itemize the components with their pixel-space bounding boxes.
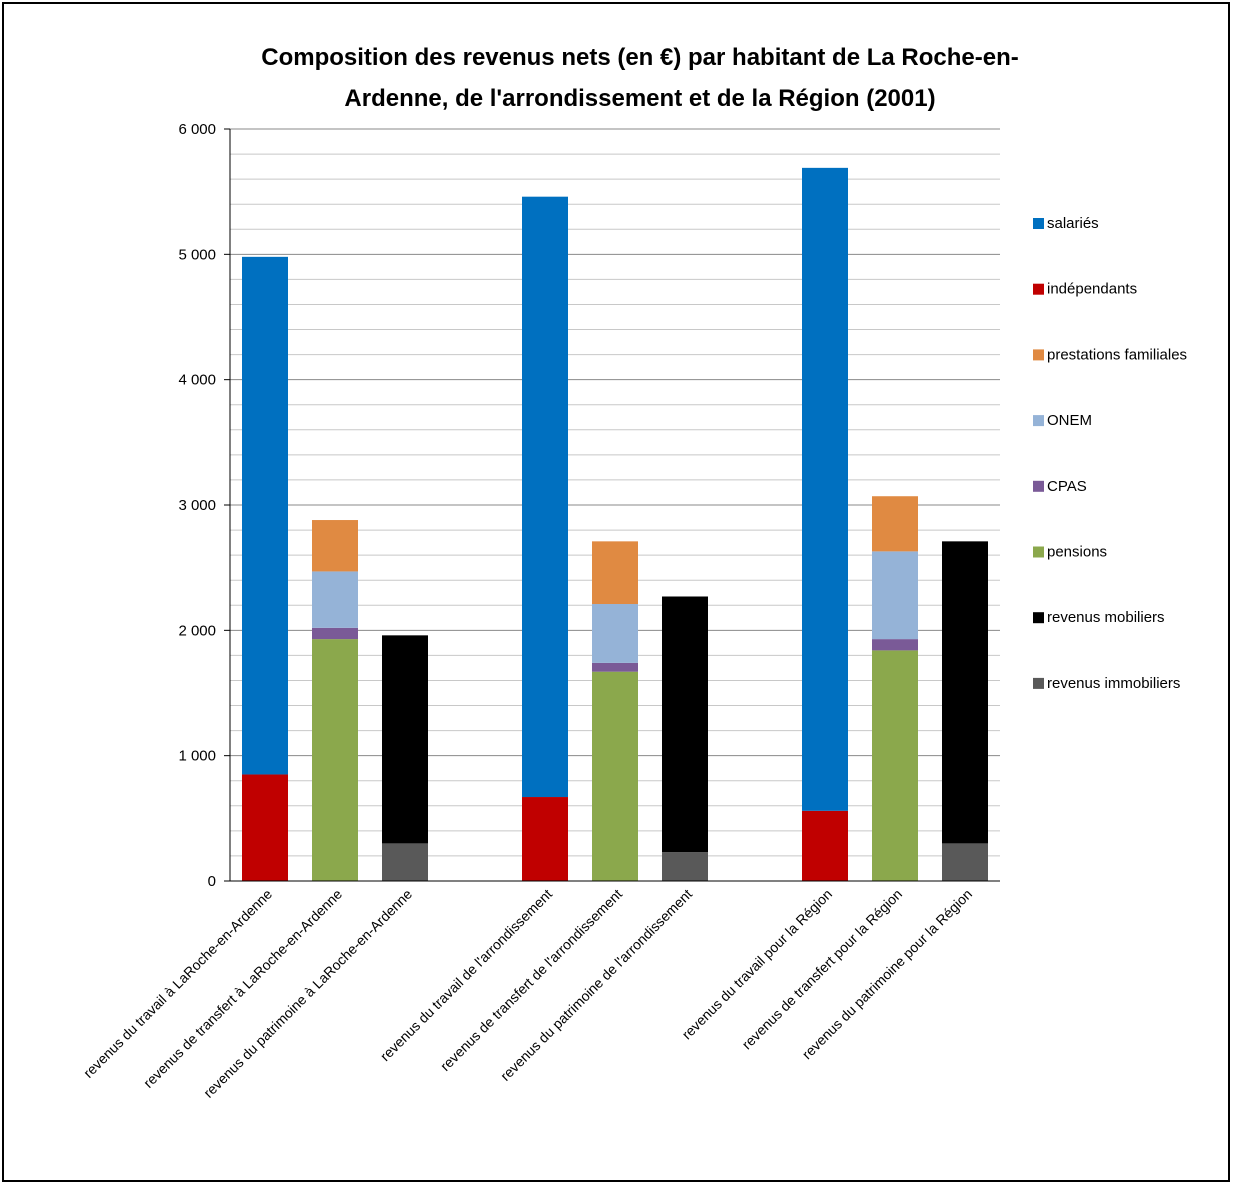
legend-label: ONEM	[1047, 412, 1092, 429]
bar-segment-prestations-familiales	[872, 496, 918, 552]
bar-segment-revenus-mobiliers	[942, 541, 988, 844]
bar-segment-onem	[592, 604, 638, 663]
y-axis-ticks: 0 1 000 2 000 3 000 4 000 5 000 6 000	[178, 121, 230, 890]
bar-segment-pensions	[592, 671, 638, 881]
legend-label: prestations familiales	[1047, 346, 1187, 363]
bar-segment-revenus-immobiliers	[382, 843, 428, 881]
chart-title-line-2: Ardenne, de l'arrondissement et de la Ré…	[344, 85, 935, 112]
y-tick-label: 6 000	[178, 121, 216, 138]
x-axis-labels: revenus du travail à LaRoche-en-Ardenner…	[80, 886, 975, 1101]
legend-swatch	[1033, 677, 1044, 689]
bar-segment-pensions	[872, 650, 918, 881]
bar-segment-revenus-mobiliers	[382, 635, 428, 844]
legend-label: revenus mobiliers	[1047, 609, 1165, 626]
legend-swatch	[1033, 546, 1044, 558]
bar-segment-salari-s	[242, 256, 288, 775]
bar-segment-cpas	[312, 627, 358, 640]
y-tick-label: 1 000	[178, 748, 216, 765]
legend-label: salariés	[1047, 215, 1099, 232]
chart-title-line-1: Composition des revenus nets (en €) par …	[261, 44, 1018, 71]
legend-label: revenus immobiliers	[1047, 675, 1180, 692]
bar-segment-pensions	[312, 639, 358, 881]
legend-swatch	[1033, 612, 1044, 624]
bar-segment-revenus-immobiliers	[942, 843, 988, 881]
bars	[242, 167, 988, 881]
y-tick-label: 3 000	[178, 497, 216, 514]
y-tick-label: 2 000	[178, 622, 216, 639]
legend: salariés indépendants prestations familial…	[1033, 215, 1187, 692]
bar-segment-prestations-familiales	[312, 520, 358, 572]
bar-segment-salari-s	[522, 196, 568, 798]
bar-segment-revenus-immobiliers	[662, 852, 708, 881]
legend-swatch	[1033, 480, 1044, 492]
legend-swatch	[1033, 415, 1044, 427]
y-tick-label: 4 000	[178, 372, 216, 389]
legend-swatch	[1033, 218, 1044, 229]
legend-swatch	[1033, 349, 1044, 361]
axes	[229, 129, 1000, 882]
bar-segment-onem	[872, 551, 918, 640]
bar-segment-revenus-mobiliers	[662, 596, 708, 853]
bar-segment-prestations-familiales	[592, 541, 638, 605]
bar-segment-cpas	[872, 639, 918, 651]
legend-label: indépendants	[1047, 281, 1137, 298]
bar-segment-salari-s	[802, 167, 848, 811]
legend-label: CPAS	[1047, 478, 1087, 495]
y-tick-label: 5 000	[178, 246, 216, 263]
x-category-label: revenus du travail pour la Région	[679, 886, 836, 1043]
y-tick-label: 0	[208, 873, 216, 890]
bar-segment-cpas	[592, 662, 638, 672]
bar-segment-onem	[312, 571, 358, 628]
bar-segment-ind-pendants	[802, 810, 848, 881]
legend-swatch	[1033, 283, 1044, 295]
bar-segment-ind-pendants	[242, 774, 288, 881]
bar-segment-ind-pendants	[522, 797, 568, 881]
legend-label: pensions	[1047, 544, 1107, 561]
